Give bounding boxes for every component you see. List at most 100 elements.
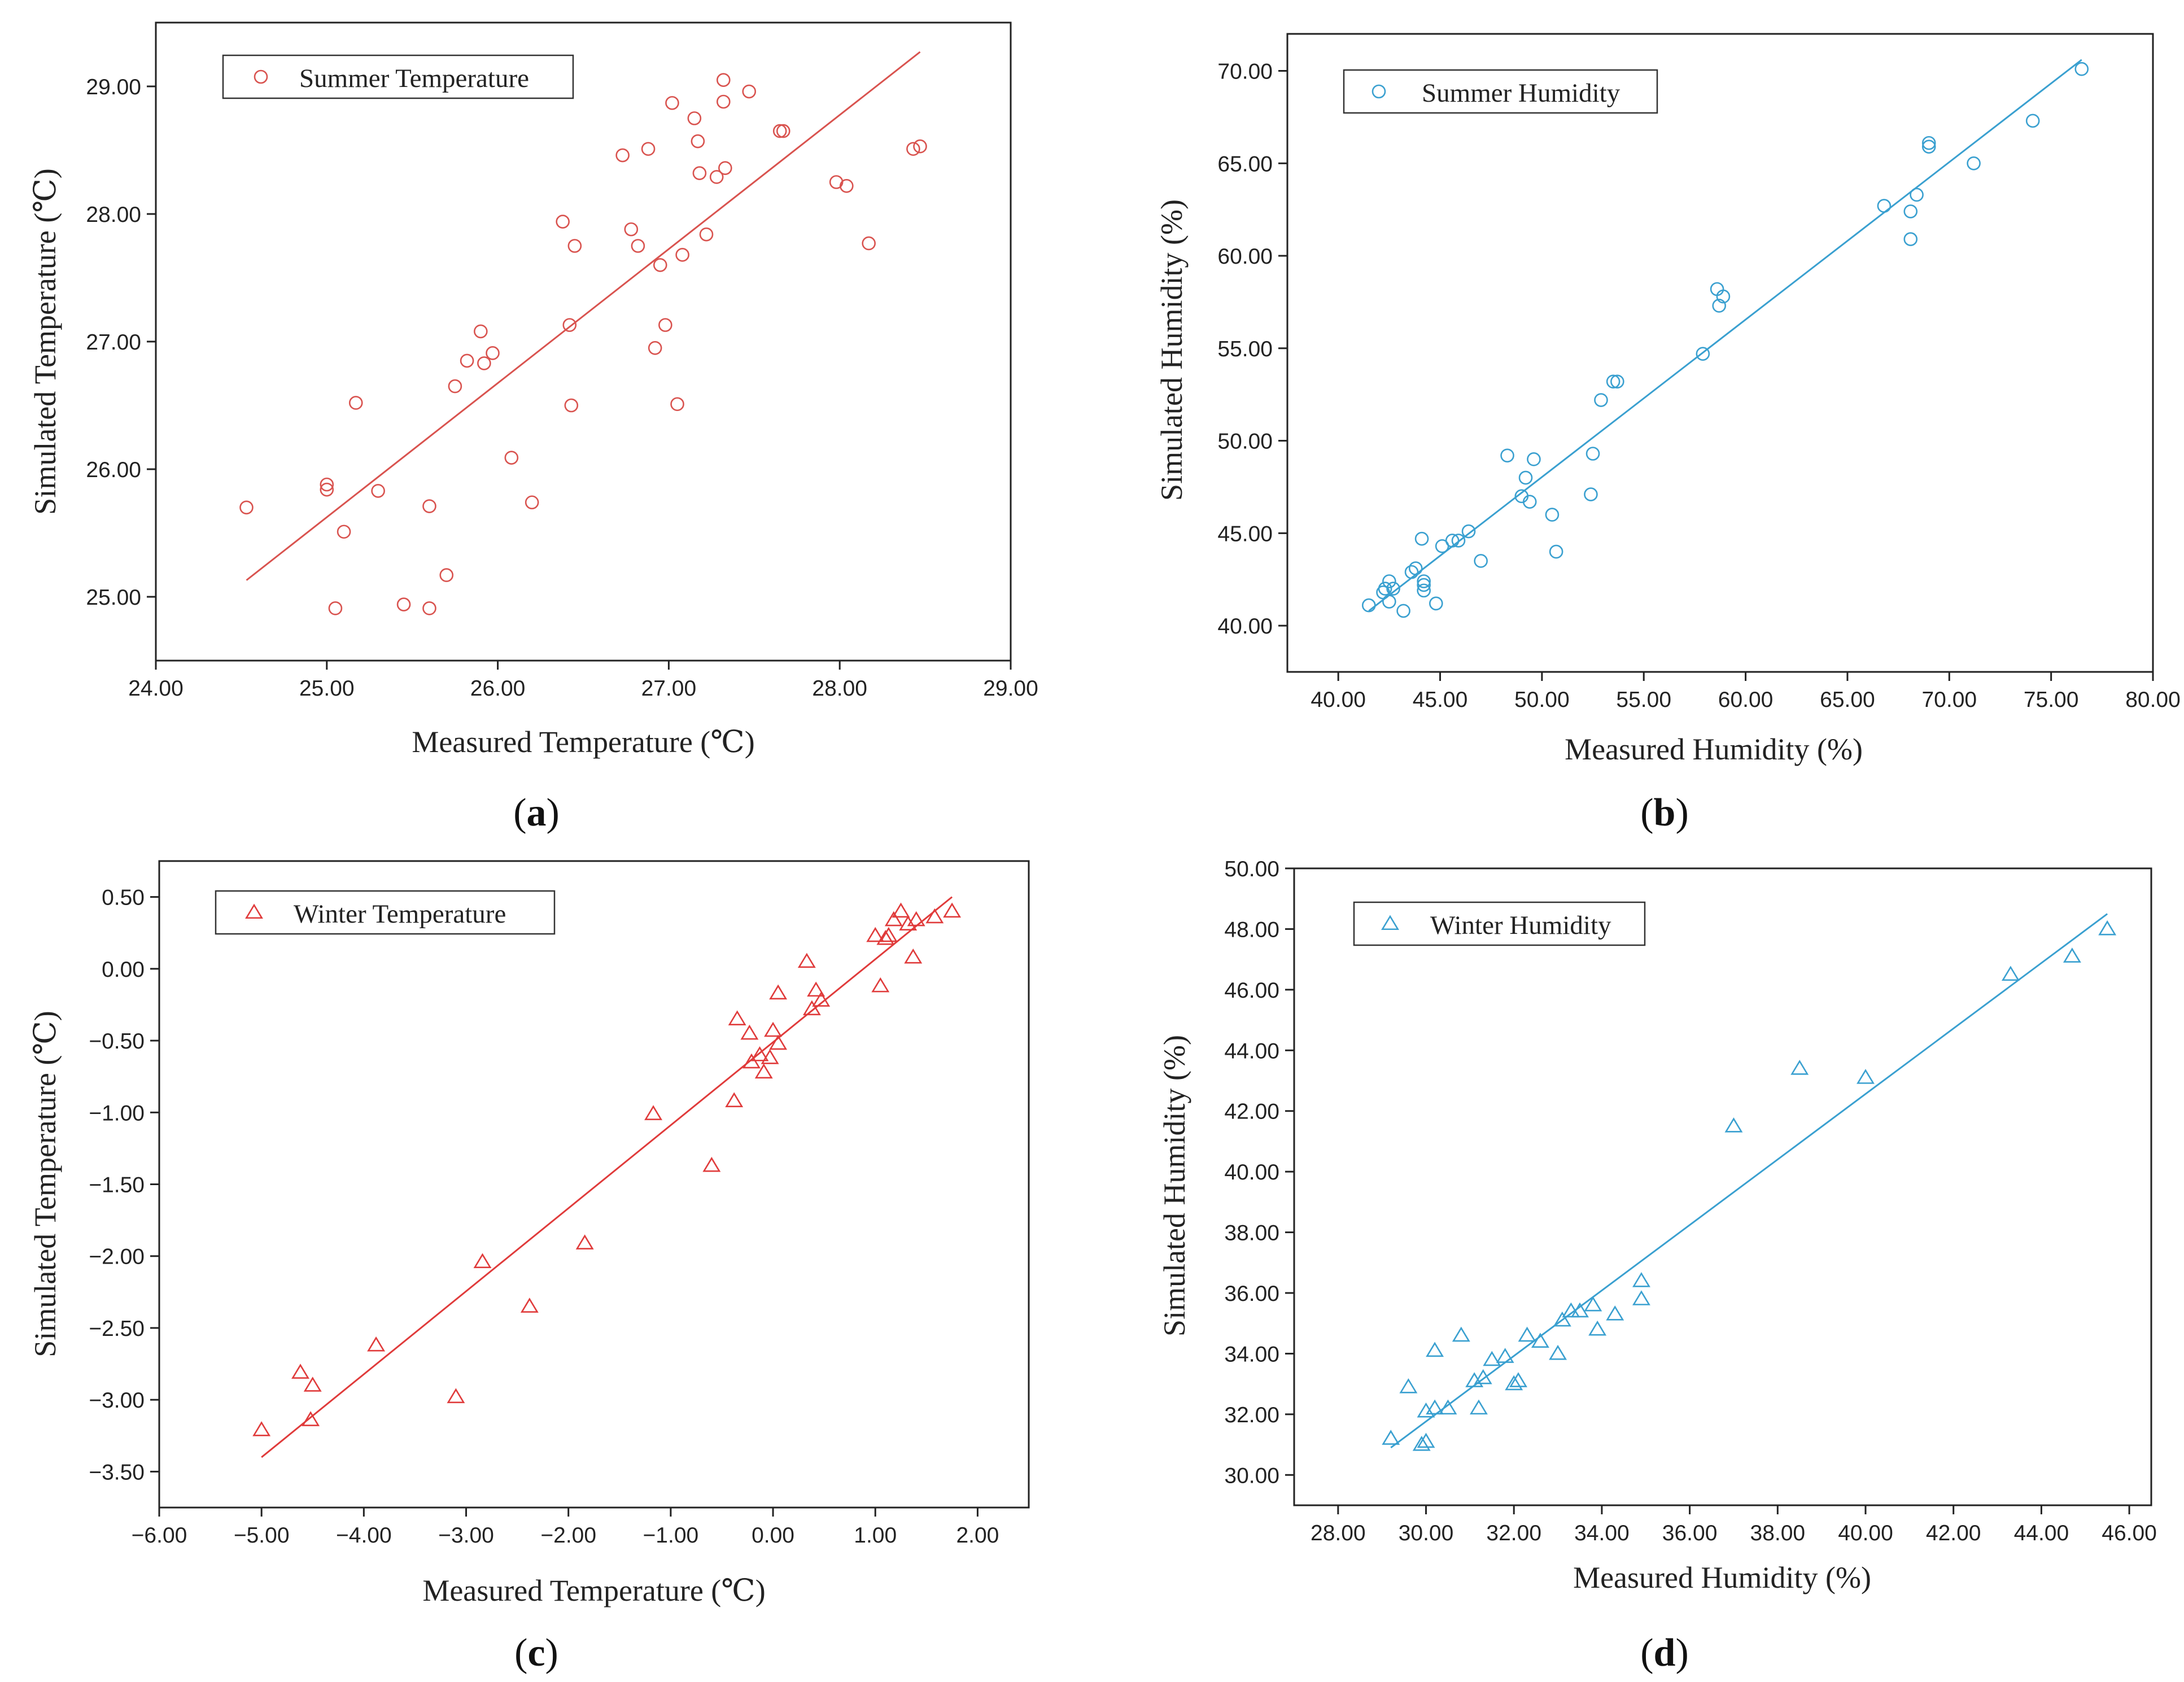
panel-b-y-tick-label: 60.00 [1217,244,1273,269]
panel-d-legend-marker [1381,915,1399,930]
panel-b-data-point [1585,447,1600,461]
panel-b-data-point [1445,534,1460,548]
panel-d-x-ticks: 28.00 30.00 32.00 34.00 36.00 38.00 40.00 42.00… [1311,1505,2157,1545]
panel-d-data-point [1505,1375,1523,1391]
panel-d-y-tick-label: 34.00 [1224,1342,1279,1366]
panel-c-x-tick-label: −6.00 [132,1523,187,1548]
panel-b-legend-marker [1371,84,1386,99]
panel-d-data-point [1399,1378,1418,1393]
panel-b-y-tick-label: 55.00 [1217,337,1273,361]
panel-d-data-point [1584,1296,1602,1312]
panel-c-legend-label: Winter Temperature [294,899,506,929]
panel-b-x-tick-label: 75.00 [2024,688,2079,712]
panel-d-data-point [1531,1333,1549,1348]
panel-a-data-point [692,166,707,180]
panel-b-data-point [1382,595,1396,609]
panel-d-y-tick-label: 42.00 [1224,1100,1279,1124]
panel-b-data-point [1903,204,1918,219]
panel-b-data-point [1378,582,1392,596]
panel-a-data-point [709,170,724,184]
panel-d-y-tick-label: 46.00 [1224,978,1279,1003]
panel-d-x-tick-label: 42.00 [1926,1521,1981,1545]
panel-a-data-point [320,477,334,492]
panel-d-data-point [1417,1432,1435,1448]
panel-d-fit-line [1390,913,2108,1449]
panel-a-data-point [906,142,920,156]
panel-b-data-point [1545,508,1560,522]
panel-c-y-ticks: −3.50 −3.00 −2.50 −2.00 −1.50 −1.00 −0.50 0.00 0… [89,886,159,1484]
panel-a-legend-box [222,54,574,99]
panel-c-data-point [904,948,923,964]
panel-c-data-point [742,1053,761,1069]
panel-d-data-point [1571,1302,1589,1318]
panel-b-data-point [1386,582,1400,596]
panel-c-data-point [797,953,816,968]
panel-c-data-point [871,977,890,993]
panel-d-x-tick-label: 32.00 [1486,1521,1541,1545]
panel-d-data-point [1857,1069,1875,1084]
panel-c-y-tick-label: −2.00 [89,1245,145,1269]
panel-d-x-tick-label: 46.00 [2102,1521,2157,1545]
panel-b-data-point [1610,374,1624,389]
panel-c-fit-line [261,896,953,1458]
panel-c-y-tick-label: −3.00 [89,1388,145,1413]
panel-c-data-point [769,1034,788,1050]
panel-d-data-point [1790,1059,1809,1075]
panel-d-y-tick-label: 48.00 [1224,918,1279,942]
panel-d-x-tick-label: 30.00 [1399,1521,1454,1545]
panel-c-y-tick-label: −1.50 [89,1173,145,1198]
panel-b-data-point [1967,156,1981,171]
panel-d-data-point [2098,920,2117,936]
panel-b-x-tick-label: 40.00 [1311,688,1366,712]
panel-a-label: (a) [513,791,560,835]
panel-b-data-point [1417,578,1431,592]
panel-c-frame [158,860,1030,1509]
panel-b-x-tick-label: 50.00 [1514,688,1570,712]
panel-a-data-point [328,601,343,615]
panel-d-label: (d) [1640,1631,1689,1675]
panel-a-data-point [624,222,639,237]
panel-a-x-tick-label: 26.00 [470,676,526,701]
panel-c-x-ticks: −6.00 −5.00 −4.00 −3.00 −2.00 −1.00 0.00 1.00 2.… [132,1508,999,1548]
panel-d-data-point [1606,1305,1624,1321]
panel-a-data-point [840,178,854,193]
panel-c-y-tick-label: −2.50 [89,1317,145,1341]
panel-a-y-ticks: 25.00 26.00 27.00 28.00 29.00 [86,75,156,610]
panel-b-data-point [2074,62,2089,76]
panel-d-data-point [1483,1351,1501,1366]
panel-b-y-axis-title: Simulated Humidity (%) [1155,199,1189,501]
panel-a-x-tick-label: 29.00 [983,676,1038,701]
panel-b-data-point [1522,495,1537,509]
panel-a-data-point [615,148,630,163]
panel-a-data-point [371,484,385,498]
panel-a-data-point [742,84,757,99]
panel-a-x-tick-label: 24.00 [128,676,184,701]
panel-d-x-tick-label: 36.00 [1662,1521,1718,1545]
panel-d-data-point [1562,1302,1580,1318]
panel-d-data-point [1426,1399,1444,1415]
panel-c-data-point [252,1421,271,1436]
panel-b-data-point [1429,596,1443,611]
panel-b-x-tick-label: 70.00 [1921,688,1977,712]
panel-c-x-tick-label: −4.00 [336,1523,392,1548]
panel-b-frame [1286,33,2154,673]
panel-c-data-point [866,927,885,942]
panel-b-data-point [1877,199,1892,213]
panel-a-frame [155,21,1012,662]
panel-a-data-point [653,258,667,272]
panel-a-legend-symbol [254,69,268,84]
panel-a-letter: a [527,791,547,835]
panel-b-fit-line [1368,59,2082,612]
panel-d-data-point [2001,965,2020,981]
panel-b-data-point [1921,136,1936,150]
panel-c-label: (c) [514,1631,558,1675]
panel-d-data-point [1549,1344,1567,1360]
panel-b-points [1361,62,2089,618]
panel-a-x-tick-label: 25.00 [299,676,355,701]
panel-d: 28.00 30.00 32.00 34.00 36.00 38.00 40.00 42.00… [1157,857,2157,1675]
panel-d-data-point [1496,1348,1514,1363]
panel-b: 40.00 45.00 50.00 55.00 60.00 65.00 70.00 75.00… [1155,33,2181,835]
panel-c-data-point [899,915,918,931]
panel-a: 24.00 25.00 26.00 27.00 28.00 29.00 25.00 26.0… [28,21,1038,835]
panel-b-y-tick-label: 70.00 [1217,60,1273,84]
